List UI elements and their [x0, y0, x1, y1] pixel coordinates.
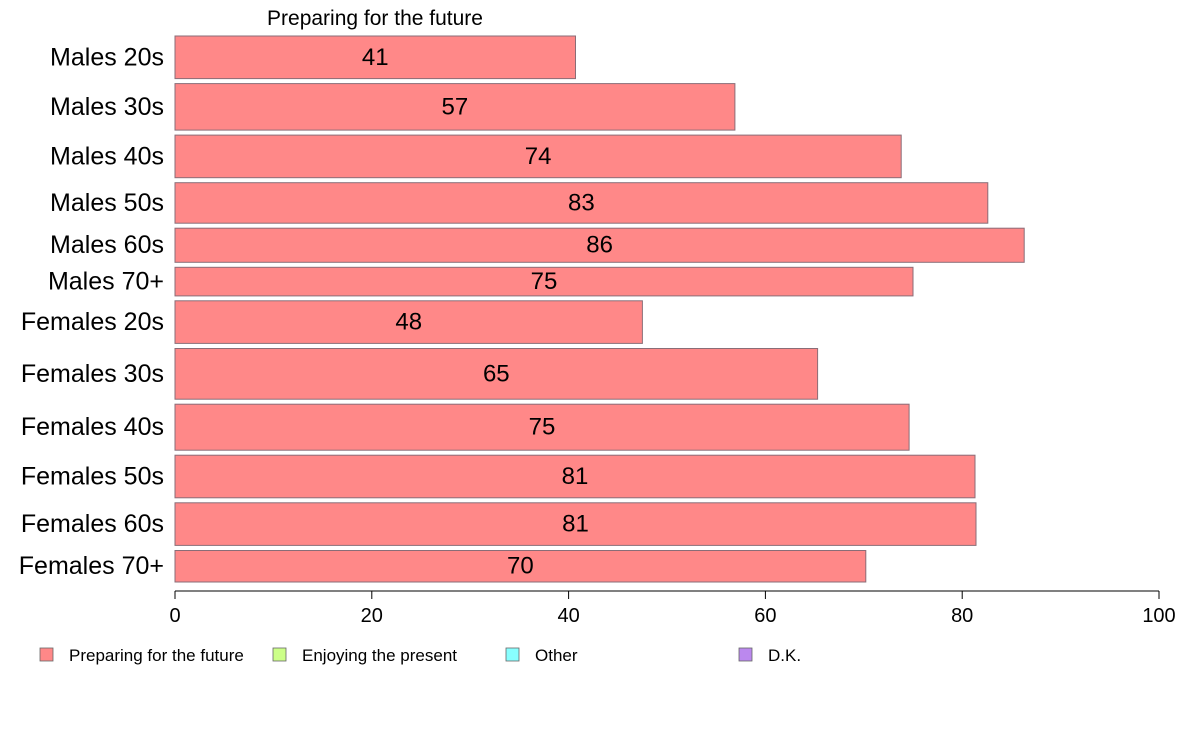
- bar: [174, 403, 910, 451]
- bar: [174, 348, 819, 400]
- x-tick-label: 60: [754, 605, 776, 627]
- x-axis: 0 20 40 60 80 100: [169, 590, 1176, 627]
- category-label: Males 60s: [50, 231, 164, 259]
- bar-value-label: 86: [586, 232, 613, 259]
- legend-label: Enjoying the present: [302, 646, 457, 665]
- x-tick-label: 100: [1142, 605, 1175, 627]
- legend-label: D.K.: [768, 646, 801, 665]
- bar: [174, 35, 576, 80]
- legend-label: Other: [535, 646, 578, 665]
- bar-value-label: 57: [442, 93, 469, 120]
- category-label: Females 20s: [21, 308, 164, 336]
- bar-value-label: 70: [507, 553, 534, 580]
- legend-swatch: [505, 647, 520, 662]
- bar-value-label: 41: [362, 44, 389, 71]
- bar: [174, 134, 902, 179]
- category-label: Males 40s: [50, 142, 164, 170]
- bar: [174, 83, 736, 131]
- bar-value-label: 83: [568, 189, 595, 216]
- bar-value-label: 48: [395, 309, 422, 336]
- bar: [174, 550, 867, 583]
- bar-value-label: 81: [562, 511, 589, 538]
- bar: [174, 502, 977, 546]
- bar-value-label: 65: [483, 360, 510, 387]
- category-label: Females 30s: [21, 360, 164, 388]
- x-tick-label: 20: [361, 605, 383, 627]
- bar-value-label: 75: [529, 414, 556, 441]
- x-tick-label: 80: [951, 605, 973, 627]
- category-label: Females 60s: [21, 510, 164, 538]
- legend-swatch: [39, 647, 54, 662]
- legend-swatch: [272, 647, 287, 662]
- category-label: Males 70+: [48, 268, 164, 296]
- bar-value-label: 74: [525, 143, 552, 170]
- legend-label: Preparing for the future: [69, 646, 244, 665]
- bar-value-label: 75: [531, 268, 558, 295]
- legend: Preparing for the future Enjoying the pre…: [39, 646, 801, 665]
- bar: [174, 454, 976, 499]
- legend-swatch: [738, 647, 753, 662]
- category-label: Males 30s: [50, 93, 164, 121]
- category-label: Females 40s: [21, 413, 164, 441]
- bar: [174, 182, 989, 224]
- x-tick-label: 40: [557, 605, 579, 627]
- bar: [174, 227, 1025, 263]
- category-labels: Males 20s Males 30s Males 40s Males 50s Male…: [19, 43, 164, 580]
- category-label: Females 70+: [19, 552, 164, 580]
- bar-value-label: 81: [562, 463, 589, 490]
- category-label: Males 20s: [50, 43, 164, 71]
- category-label: Females 50s: [21, 463, 164, 491]
- bar: [174, 266, 914, 297]
- bar: [174, 300, 643, 344]
- chart-title: Preparing for the future: [267, 7, 483, 30]
- x-tick-label: 0: [169, 605, 180, 627]
- category-label: Males 50s: [50, 189, 164, 217]
